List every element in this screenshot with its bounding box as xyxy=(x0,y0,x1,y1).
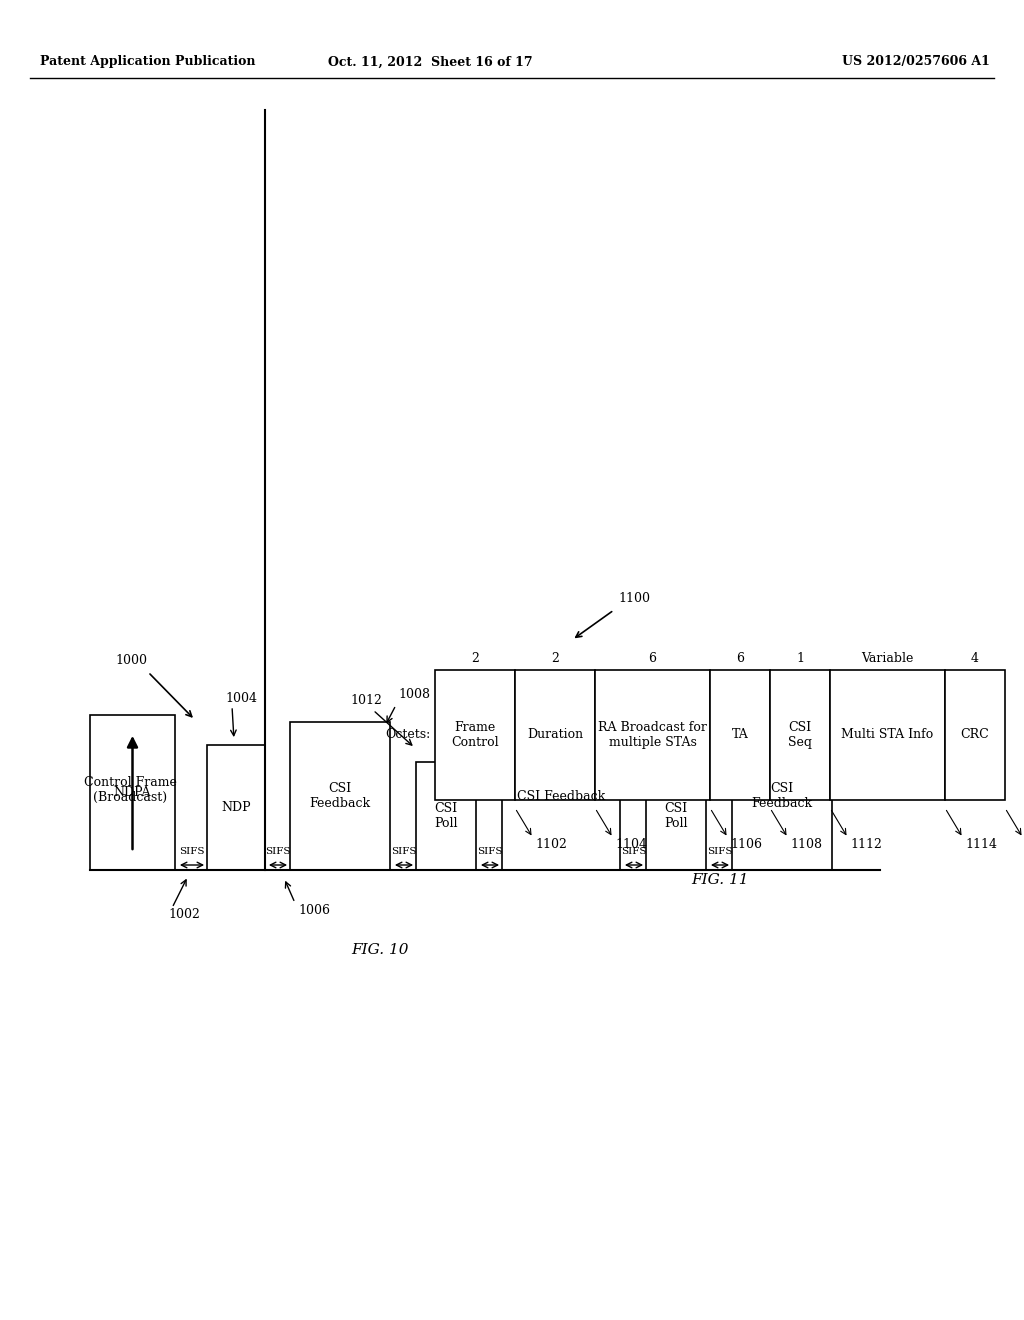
Bar xyxy=(90,715,175,870)
Text: FIG. 11: FIG. 11 xyxy=(691,873,749,887)
Text: 6: 6 xyxy=(736,652,744,664)
Bar xyxy=(770,671,830,800)
Text: 1106: 1106 xyxy=(730,838,762,851)
Text: 2: 2 xyxy=(551,652,559,664)
Text: CRC: CRC xyxy=(961,729,989,742)
Text: Duration: Duration xyxy=(527,729,583,742)
Text: SIFS: SIFS xyxy=(265,847,291,857)
Text: CSI Feedback: CSI Feedback xyxy=(517,789,605,803)
Text: 1112: 1112 xyxy=(850,838,882,851)
Text: Frame
Control: Frame Control xyxy=(452,721,499,748)
Bar xyxy=(830,671,945,800)
Text: CSI
Poll: CSI Poll xyxy=(434,803,458,830)
Text: US 2012/0257606 A1: US 2012/0257606 A1 xyxy=(842,55,990,69)
Text: Multi STA Info: Multi STA Info xyxy=(842,729,934,742)
Text: 1104: 1104 xyxy=(615,838,647,851)
Text: 1008: 1008 xyxy=(398,689,430,701)
Text: SIFS: SIFS xyxy=(391,847,417,857)
Text: TA: TA xyxy=(731,729,749,742)
Text: FIG. 10: FIG. 10 xyxy=(351,942,409,957)
Text: 6: 6 xyxy=(648,652,656,664)
Text: 1114: 1114 xyxy=(965,838,997,851)
Text: NDP: NDP xyxy=(221,801,251,814)
Text: Octets:: Octets: xyxy=(385,729,430,742)
Bar xyxy=(435,671,515,800)
Text: SIFS: SIFS xyxy=(477,847,503,857)
Bar xyxy=(416,762,476,870)
Bar xyxy=(595,671,710,800)
Text: Control Frame
(Broadcast): Control Frame (Broadcast) xyxy=(84,776,176,804)
Text: 1: 1 xyxy=(796,652,804,664)
Text: CSI
Feedback: CSI Feedback xyxy=(752,781,813,810)
Bar xyxy=(502,722,620,870)
Text: NDPA: NDPA xyxy=(114,785,152,799)
Text: 1000: 1000 xyxy=(115,653,147,667)
Text: 1006: 1006 xyxy=(298,903,330,916)
Text: Variable: Variable xyxy=(861,652,913,664)
Bar xyxy=(732,722,831,870)
Text: 1108: 1108 xyxy=(790,838,822,851)
Text: 1100: 1100 xyxy=(618,591,650,605)
Bar xyxy=(515,671,595,800)
Text: SIFS: SIFS xyxy=(708,847,733,857)
Text: 1012: 1012 xyxy=(350,693,382,706)
Text: 2: 2 xyxy=(471,652,479,664)
Bar xyxy=(710,671,770,800)
Bar xyxy=(945,671,1005,800)
Text: 1102: 1102 xyxy=(535,838,567,851)
Text: SIFS: SIFS xyxy=(179,847,205,857)
Text: 1004: 1004 xyxy=(225,692,257,705)
Text: SIFS: SIFS xyxy=(622,847,647,857)
Text: CSI
Poll: CSI Poll xyxy=(665,803,688,830)
Text: CSI
Seq: CSI Seq xyxy=(788,721,812,748)
Text: 1002: 1002 xyxy=(168,908,200,921)
Text: 4: 4 xyxy=(971,652,979,664)
Bar xyxy=(646,762,706,870)
Bar xyxy=(290,722,390,870)
Text: RA Broadcast for
multiple STAs: RA Broadcast for multiple STAs xyxy=(598,721,707,748)
Text: Patent Application Publication: Patent Application Publication xyxy=(40,55,256,69)
Bar xyxy=(207,744,265,870)
Text: Oct. 11, 2012  Sheet 16 of 17: Oct. 11, 2012 Sheet 16 of 17 xyxy=(328,55,532,69)
Text: CSI
Feedback: CSI Feedback xyxy=(309,781,371,810)
